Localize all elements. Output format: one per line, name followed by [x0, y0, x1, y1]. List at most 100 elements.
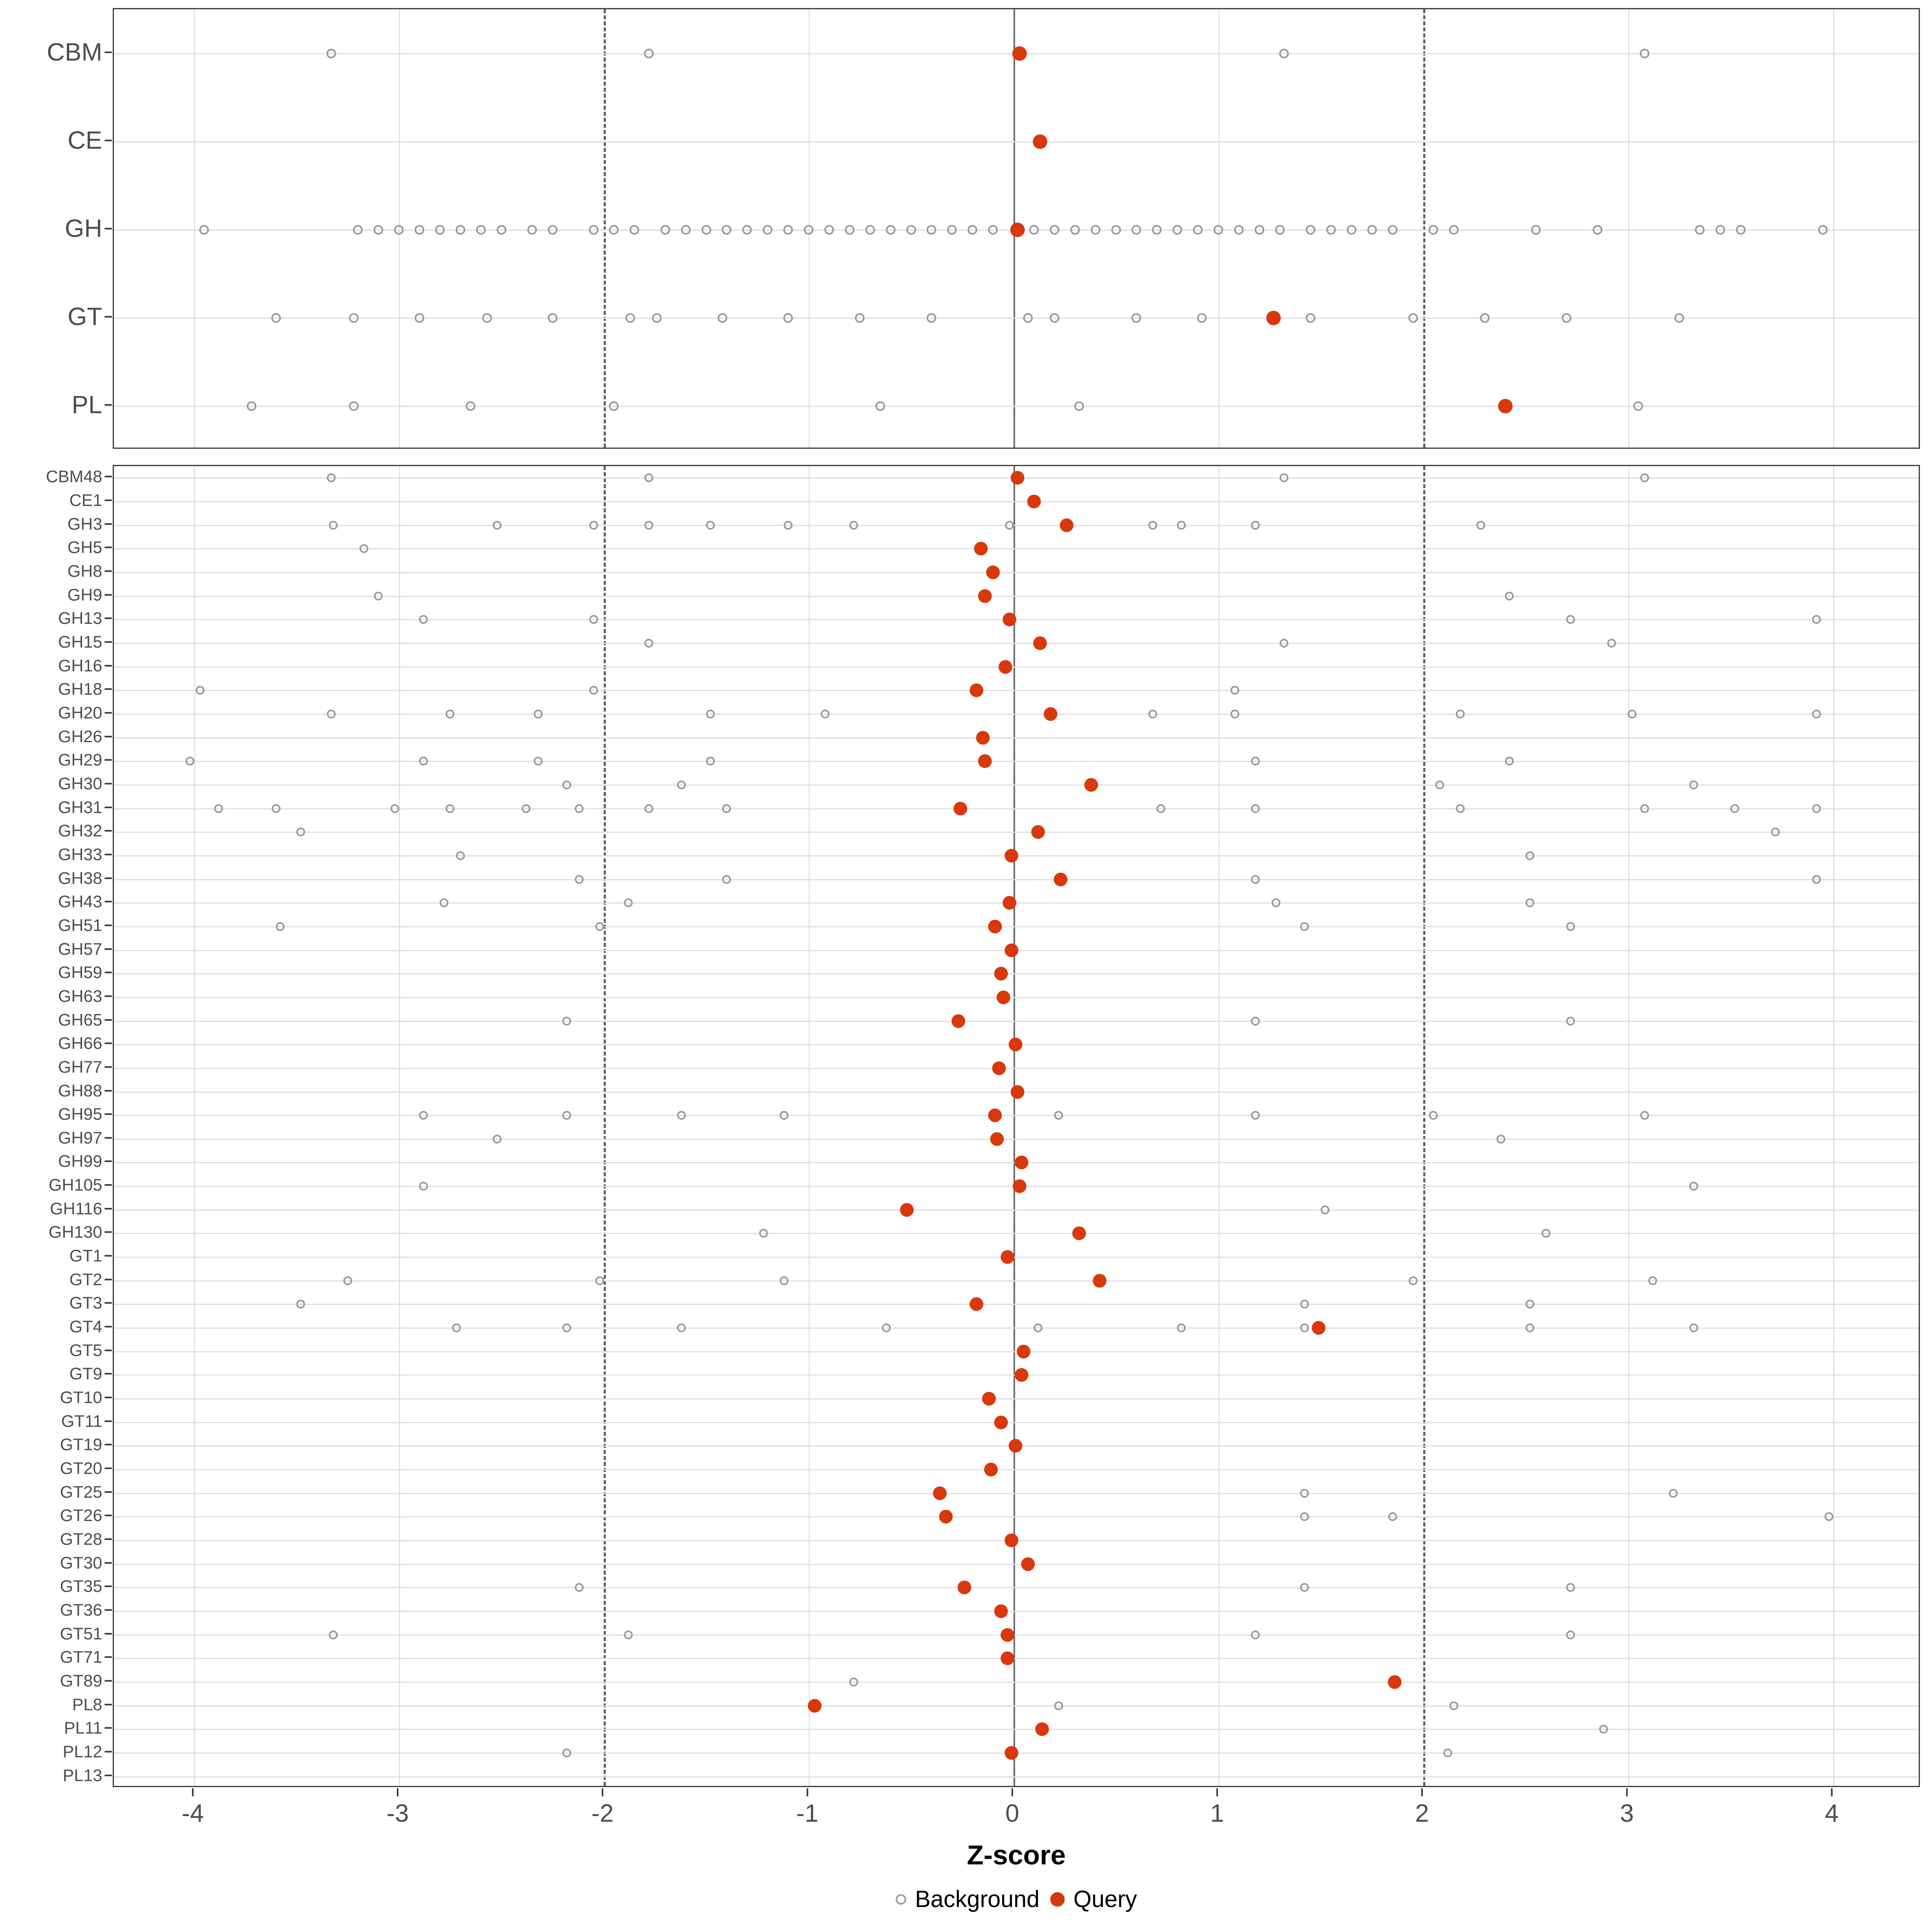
horizontal-gridline — [114, 832, 1919, 833]
background-point — [625, 313, 636, 323]
horizontal-gridline — [114, 761, 1919, 762]
background-point — [927, 313, 937, 323]
background-point — [1306, 313, 1316, 323]
y-axis-tick — [105, 1420, 112, 1422]
y-axis-tick — [105, 316, 112, 318]
background-point — [1771, 828, 1780, 837]
horizontal-gridline — [114, 317, 1919, 319]
y-axis-tick — [105, 617, 112, 619]
y-axis-tick — [105, 995, 112, 997]
background-point — [1234, 225, 1244, 235]
y-axis-tick — [105, 712, 112, 714]
background-point — [1148, 709, 1158, 718]
background-point — [1639, 48, 1649, 58]
background-point — [1152, 225, 1162, 235]
background-point — [185, 757, 194, 766]
background-point — [1674, 313, 1684, 323]
y-axis-tick — [105, 1633, 112, 1635]
background-point — [296, 1300, 305, 1309]
background-point — [496, 225, 506, 235]
background-point — [589, 520, 598, 530]
background-point — [271, 313, 281, 323]
query-point — [1013, 1179, 1027, 1193]
horizontal-gridline — [114, 1682, 1919, 1683]
y-axis-tick — [105, 1184, 112, 1186]
query-point — [986, 565, 1000, 579]
vertical-gridline — [1628, 466, 1629, 1786]
background-point — [1193, 225, 1203, 235]
background-point — [455, 225, 465, 235]
legend-item-background[interactable]: Background — [896, 1886, 1040, 1913]
y-axis-tick — [105, 782, 112, 784]
background-point — [1689, 780, 1698, 789]
background-point — [783, 225, 793, 235]
background-point — [466, 401, 476, 411]
query-point — [900, 1203, 914, 1217]
y-axis-label-family: GT19 — [60, 1435, 102, 1454]
background-point — [1531, 225, 1541, 235]
background-point — [1367, 225, 1377, 235]
x-axis-tick-label: 0 — [1005, 1800, 1020, 1827]
horizontal-gridline — [114, 926, 1919, 927]
y-axis-label-family: GH63 — [58, 986, 102, 1005]
background-point — [1525, 898, 1534, 908]
background-point — [419, 615, 428, 624]
horizontal-gridline — [114, 595, 1919, 597]
background-point — [742, 225, 752, 235]
background-point — [1346, 225, 1356, 235]
y-axis-label-class: CE — [67, 126, 102, 154]
y-axis-tick — [105, 1090, 112, 1092]
background-point — [1300, 1512, 1309, 1521]
horizontal-gridline — [114, 902, 1919, 904]
background-point — [1279, 638, 1288, 648]
background-point — [1049, 225, 1059, 235]
background-point — [779, 1276, 788, 1285]
query-point — [1387, 1675, 1402, 1689]
y-axis-label-family: CE1 — [69, 490, 102, 510]
background-point — [326, 48, 336, 58]
legend-item-query[interactable]: Query — [1050, 1886, 1137, 1913]
y-axis-tick — [105, 877, 112, 879]
y-axis-label-family: GT3 — [69, 1293, 102, 1313]
background-point — [1628, 709, 1637, 718]
y-axis-label-family: GT9 — [69, 1364, 102, 1383]
background-point — [1177, 1323, 1186, 1333]
x-axis-tick-label: -1 — [796, 1800, 819, 1827]
background-point — [562, 1323, 572, 1333]
background-point — [1054, 1111, 1063, 1120]
background-point — [588, 225, 599, 235]
background-point — [562, 1111, 572, 1120]
background-point — [214, 804, 223, 813]
horizontal-gridline — [114, 808, 1919, 809]
legend-label-query: Query — [1073, 1886, 1137, 1912]
background-point — [722, 225, 732, 235]
x-axis-tick — [1831, 1788, 1833, 1796]
y-axis-label-family: GT10 — [60, 1388, 102, 1407]
background-point — [476, 225, 486, 235]
y-axis-label-class: GT — [67, 303, 102, 330]
vertical-gridline — [399, 466, 400, 1786]
query-point — [1004, 848, 1018, 863]
query-point — [994, 1415, 1008, 1429]
query-point — [1060, 518, 1074, 532]
y-axis-tick — [105, 1703, 112, 1705]
background-point — [644, 520, 653, 530]
background-point — [1090, 225, 1100, 235]
background-point — [706, 757, 715, 766]
y-axis-tick — [105, 1042, 112, 1044]
background-point — [1812, 709, 1821, 718]
background-point — [1279, 48, 1289, 58]
y-axis-tick — [105, 830, 112, 832]
y-axis-label-family: GH51 — [58, 915, 102, 935]
query-point — [1084, 778, 1098, 792]
y-axis-tick — [105, 570, 112, 572]
query-point — [1002, 896, 1016, 910]
threshold-reference-line — [604, 466, 606, 1786]
x-axis-tick — [1421, 1788, 1423, 1796]
background-point — [1251, 1630, 1260, 1639]
y-axis-label-family: GH3 — [67, 514, 102, 533]
legend-label-background: Background — [915, 1886, 1040, 1912]
y-axis-tick — [105, 1491, 112, 1493]
y-axis-tick — [105, 1656, 112, 1658]
background-point — [1496, 1134, 1506, 1144]
